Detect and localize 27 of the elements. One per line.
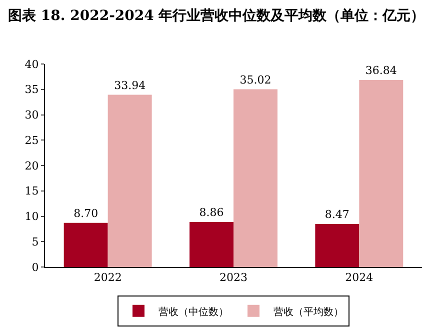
bar (108, 94, 152, 267)
data-label: 36.84 (365, 64, 397, 78)
x-tick-label: 2022 (94, 271, 122, 284)
legend-label: 营收（平均数） (274, 306, 344, 318)
y-tick-label: 35 (24, 83, 39, 96)
x-tick-label: 2023 (220, 271, 248, 284)
bar (234, 89, 278, 267)
x-tick-label: 2024 (345, 271, 374, 284)
bar (190, 222, 234, 267)
y-tick-label: 10 (24, 210, 39, 224)
y-tick-label: 15 (24, 184, 39, 198)
data-label: 35.02 (240, 73, 272, 86)
data-label: 33.94 (114, 78, 146, 92)
bar (315, 224, 360, 267)
y-tick-label: 30 (24, 108, 39, 122)
y-tick-label: 0 (32, 260, 39, 274)
y-tick-label: 25 (24, 134, 39, 147)
bar (64, 222, 108, 267)
bar (359, 80, 404, 267)
legend-label: 营收（中位数） (158, 306, 228, 318)
y-tick-label: 5 (32, 235, 39, 248)
data-label: 8.86 (199, 206, 224, 220)
chart-title: 图表 18. 2022-2024 年行业营收中位数及平均数（单位：亿元） (7, 7, 426, 26)
data-label: 8.70 (74, 206, 98, 220)
y-tick-label: 20 (24, 159, 39, 172)
data-label: 8.47 (324, 208, 350, 222)
y-tick-label: 40 (24, 58, 39, 71)
